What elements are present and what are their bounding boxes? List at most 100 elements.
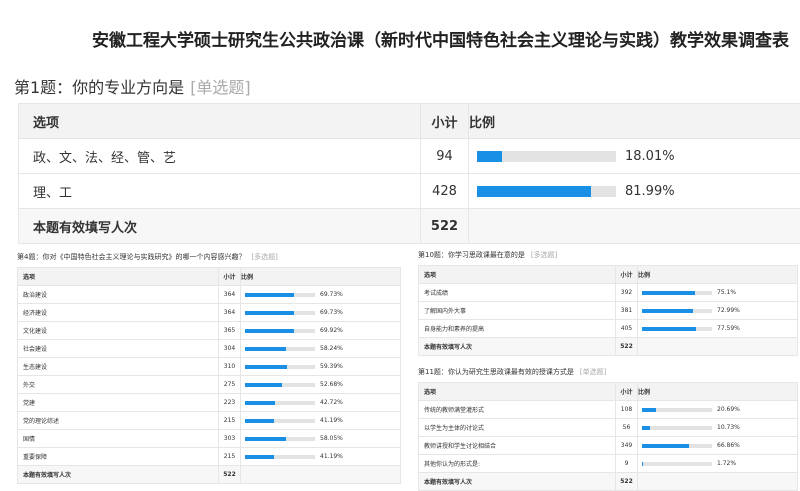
ratio-bar-fill bbox=[477, 186, 591, 197]
option-count: 392 bbox=[616, 284, 638, 302]
header-option: 选项 bbox=[18, 268, 219, 286]
ratio-percent: 41.19% bbox=[320, 417, 343, 424]
ratio-percent: 77.59% bbox=[717, 325, 740, 332]
ratio-percent: 10.73% bbox=[717, 424, 740, 431]
question-text: 第10题：你学习思政课最在意的是 bbox=[418, 251, 525, 259]
option-count: 304 bbox=[219, 340, 241, 358]
option-label: 以学生为主体的讨论式 bbox=[419, 419, 616, 437]
option-count: 215 bbox=[219, 448, 241, 466]
page-title: 安徽工程大学硕士研究生公共政治课（新时代中国特色社会主义理论与实践）教学效果调查… bbox=[92, 26, 789, 51]
ratio-bar bbox=[642, 309, 712, 313]
ratio-percent: 75.1% bbox=[717, 289, 736, 296]
ratio-percent: 69.73% bbox=[320, 291, 343, 298]
table-header: 选项小计比例 bbox=[18, 268, 401, 286]
ratio-percent: 18.01% bbox=[625, 149, 675, 164]
ratio-bar bbox=[642, 444, 712, 448]
ratio-bar-fill bbox=[642, 291, 695, 295]
ratio-percent: 81.99% bbox=[625, 184, 675, 199]
option-label: 传统的教师满堂灌形式 bbox=[419, 401, 616, 419]
option-label: 重要保障 bbox=[18, 448, 219, 466]
ratio-bar-fill bbox=[245, 329, 294, 333]
header-ratio: 比例 bbox=[469, 104, 800, 139]
total-count: 522 bbox=[421, 209, 469, 244]
ratio-percent: 69.73% bbox=[320, 309, 343, 316]
option-label: 经济建设 bbox=[18, 304, 219, 322]
option-label: 外交 bbox=[18, 376, 219, 394]
option-label: 国情 bbox=[18, 430, 219, 448]
ratio-bar-fill bbox=[245, 383, 282, 387]
ratio-bar-fill bbox=[245, 401, 275, 405]
ratio-bar bbox=[642, 327, 712, 331]
option-count: 364 bbox=[219, 304, 241, 322]
ratio-bar bbox=[245, 419, 315, 423]
header-ratio: 比例 bbox=[241, 268, 401, 286]
ratio-bar bbox=[245, 347, 315, 351]
ratio-bar-fill bbox=[245, 347, 286, 351]
question-text: 第1题：你的专业方向是 bbox=[14, 78, 184, 97]
question-title: 第11题：你认为研究生思政课最有效的授课方式是[单选题] bbox=[418, 367, 606, 377]
question-type-tag: [单选题] bbox=[190, 78, 251, 97]
ratio-percent: 58.24% bbox=[320, 345, 343, 352]
ratio-bar-fill bbox=[477, 151, 502, 162]
option-count: 275 bbox=[219, 376, 241, 394]
ratio-percent: 52.68% bbox=[320, 381, 343, 388]
ratio-bar bbox=[245, 329, 315, 333]
option-count: 108 bbox=[616, 401, 638, 419]
question-type-tag: [多选题] bbox=[251, 253, 277, 261]
ratio-bar bbox=[642, 291, 712, 295]
option-label: 考试成绩 bbox=[419, 284, 616, 302]
ratio-bar-fill bbox=[642, 309, 693, 313]
ratio-percent: 72.99% bbox=[717, 307, 740, 314]
option-count: 303 bbox=[219, 430, 241, 448]
ratio-bar bbox=[245, 437, 315, 441]
ratio-bar bbox=[245, 455, 315, 459]
question-title: 第1题：你的专业方向是 [单选题] bbox=[14, 74, 251, 98]
ratio-bar bbox=[245, 383, 315, 387]
question-title: 第10题：你学习思政课最在意的是[多选题] bbox=[418, 250, 557, 260]
ratio-bar-fill bbox=[642, 327, 696, 331]
question-title: 第4题：你对《中国特色社会主义理论与实践研究》的哪一个内容感兴趣？ [多选题] bbox=[17, 252, 278, 262]
option-label: 生态建设 bbox=[18, 358, 219, 376]
header-count: 小计 bbox=[421, 104, 469, 139]
option-count: 364 bbox=[219, 286, 241, 304]
total-count: 522 bbox=[219, 466, 241, 484]
total-count: 522 bbox=[616, 473, 638, 491]
ratio-percent: 1.72% bbox=[717, 460, 736, 467]
table-header: 选项小计比例 bbox=[419, 266, 798, 284]
option-count: 56 bbox=[616, 419, 638, 437]
ratio-bar bbox=[245, 311, 315, 315]
option-label: 文化建设 bbox=[18, 322, 219, 340]
question-text: 第4题：你对《中国特色社会主义理论与实践研究》的哪一个内容感兴趣？ bbox=[17, 253, 245, 261]
table-header: 选项小计比例 bbox=[419, 383, 798, 401]
option-label: 社会建设 bbox=[18, 340, 219, 358]
header-count: 小计 bbox=[219, 268, 241, 286]
option-label: 理、工 bbox=[19, 174, 421, 209]
option-count: 310 bbox=[219, 358, 241, 376]
header-count: 小计 bbox=[616, 266, 638, 284]
option-count: 223 bbox=[219, 394, 241, 412]
option-count: 428 bbox=[421, 174, 469, 209]
table-header: 选项小计比例 bbox=[19, 104, 800, 139]
ratio-bar bbox=[642, 462, 712, 466]
total-label: 本题有效填写人次 bbox=[19, 209, 421, 244]
option-count: 349 bbox=[616, 437, 638, 455]
header-option: 选项 bbox=[419, 383, 616, 401]
